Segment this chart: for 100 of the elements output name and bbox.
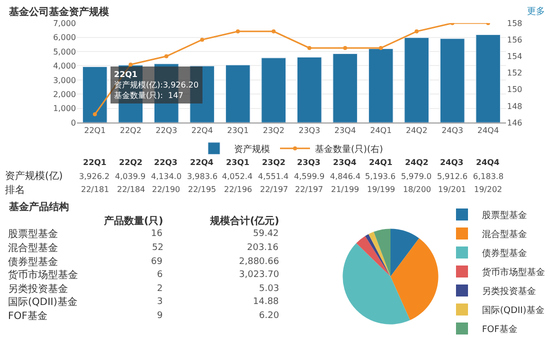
category-label: 24Q1 [369,158,392,167]
y2-tick-label: 150 [507,85,522,94]
legend-label: 另类投资基金 [482,286,536,298]
category-label: 债券型基金 [8,257,58,268]
data-label: 3,983.6 [187,172,218,181]
data-label: 4,039.9 [115,172,146,181]
text: 52 [152,243,164,253]
category-label: 国际(QDII)基金 [8,297,78,308]
data-label: 5,193.6 [365,172,396,181]
text: 21/199 [331,185,360,194]
category-label: 24Q2 [405,158,428,167]
text: 19/199 [367,185,396,194]
category-label: 24Q4 [476,158,500,167]
x-tick-label: 24Q4 [477,126,499,136]
text: 22/196 [224,185,252,194]
data-label: 4,052.4 [222,172,253,181]
x-tick-label: 23Q3 [298,126,320,136]
text: 基金产品结构 [8,201,69,213]
x-tick-label: 22Q4 [191,126,213,136]
y2-tick-label: 158 [507,18,522,28]
legend-label: FOF基金 [482,324,518,336]
text: 排名 [5,184,25,196]
data-label: 6,183.8 [473,172,504,181]
y-tick-label: 2,000 [53,90,76,99]
y-tick-label: 6,000 [53,33,76,42]
y-tick-label: 1,000 [53,104,76,114]
text: 18/200 [403,185,432,194]
category-label: 22Q2 [119,158,142,167]
x-tick-label: 24Q1 [370,126,392,136]
legend-label: 混合型基金 [482,229,527,240]
text: 产品数量(只) [103,215,164,227]
text: 19/201 [438,185,466,194]
text: 9 [157,311,163,321]
category-label: 23Q3 [297,158,320,167]
x-tick-label: 22Q1 [84,126,106,136]
category-label: 另类投资基金 [8,284,68,295]
category-label: 23Q1 [226,158,250,167]
annotation: 资产规模(亿):3,926.20 [114,80,199,90]
text: 22/190 [152,185,180,194]
text: 2,880.66 [239,257,280,267]
annotation: 22Q1 [114,70,138,79]
y2-tick-label: 152 [507,68,522,78]
category-label: 23Q4 [333,158,356,167]
text: 3 [157,297,163,307]
text: 22/181 [81,185,110,194]
text: 16 [151,229,163,239]
category-label: 22Q3 [154,158,178,167]
legend-label: 债券型基金 [482,248,527,260]
y-tick-label: 0 [70,118,76,128]
y2-tick-label: 156 [507,36,522,45]
x-tick-label: 24Q3 [442,126,464,136]
y-tick-label: 3,000 [53,76,76,85]
text: 3,023.70 [239,270,280,280]
x-tick-label: 23Q4 [334,126,356,136]
y-tick-label: 4,000 [53,62,76,71]
text: 19/202 [474,185,502,194]
data-label: 4,134.0 [151,172,182,181]
text: 6.20 [259,311,280,321]
text: 6 [157,270,163,280]
x-tick-label: 23Q2 [262,126,284,136]
text: 69 [151,257,163,267]
text: 22/197 [260,185,288,194]
y2-tick-label: 148 [507,102,522,111]
text: 22/195 [188,185,216,194]
text: 2 [157,284,163,294]
text: 22/184 [117,185,146,194]
category-label: 23Q2 [262,158,286,167]
text: 更多 [527,6,545,17]
x-tick-label: 23Q1 [227,126,249,136]
annotation: 基金数量(只): 147 [114,90,184,100]
text: 规模合计(亿元) [209,215,280,227]
category-label: 混合型基金 [8,243,58,254]
x-tick-label: 22Q3 [156,126,178,136]
data-label: 5,979.0 [401,172,432,181]
category-label: 货币市场型基金 [8,270,78,281]
data-label: 4,551.4 [258,172,289,181]
category-label: 24Q3 [440,158,464,167]
text: 资产规模(亿) [5,170,63,182]
y-tick-label: 5,000 [53,47,76,56]
data-label: 5,912.6 [437,172,468,181]
data-label: 3,926.2 [79,172,110,181]
y2-tick-label: 146 [507,118,522,128]
y2-tick-label: 154 [507,52,522,62]
legend-label: 资产规模 [234,144,270,155]
text: 5.03 [259,284,280,294]
text: 203.16 [247,243,279,253]
data-label: 4,599.9 [294,172,325,181]
legend-label: 货币市场型基金 [482,267,545,278]
data-label: 4,846.4 [330,172,361,181]
text: 14.88 [253,297,280,307]
category-label: FOF基金 [8,311,48,322]
text: 22/197 [295,185,324,194]
legend-label: 基金数量(只)(右) [315,144,384,155]
legend-label: 国际(QDII)基金 [482,305,544,316]
y-tick-label: 7,000 [53,18,76,28]
x-tick-label: 24Q2 [406,126,428,136]
category-label: 22Q1 [83,158,106,167]
chart-title: 基金公司基金资产规模 [8,6,110,18]
legend-label: 股票型基金 [482,210,527,222]
x-tick-label: 22Q2 [120,126,142,136]
